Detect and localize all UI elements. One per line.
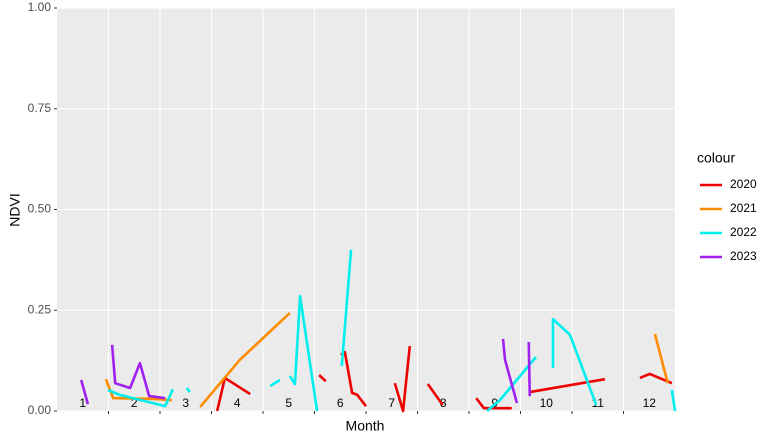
- y-tick-label: 1.00: [28, 0, 52, 14]
- x-tick-label: 12: [643, 396, 657, 410]
- x-tick-label: 7: [388, 396, 395, 410]
- x-tick-label: 6: [337, 396, 344, 410]
- x-tick-label: 10: [540, 396, 554, 410]
- series-line: [79, 338, 532, 405]
- legend-label: 2021: [730, 201, 757, 215]
- y-tick-label: 0.75: [28, 101, 52, 115]
- x-tick-label: 2: [131, 396, 138, 410]
- legend-label: 2023: [730, 249, 757, 263]
- legend-label: 2020: [730, 177, 757, 191]
- x-tick-label: 8: [440, 396, 447, 410]
- y-axis-title: NDVI: [7, 193, 23, 226]
- x-axis-title: Month: [346, 418, 385, 434]
- y-tick-label: 0.25: [28, 302, 52, 316]
- x-tick-label: 4: [234, 396, 241, 410]
- x-tick-label: 3: [182, 396, 189, 410]
- x-tick-label: 5: [285, 396, 292, 410]
- series-line: [107, 249, 677, 412]
- legend-label: 2022: [730, 225, 757, 239]
- y-tick-label: 0.00: [28, 403, 52, 417]
- x-tick-label: 1: [79, 396, 86, 410]
- legend-title: colour: [697, 150, 735, 166]
- y-tick-label: 0.50: [28, 202, 52, 216]
